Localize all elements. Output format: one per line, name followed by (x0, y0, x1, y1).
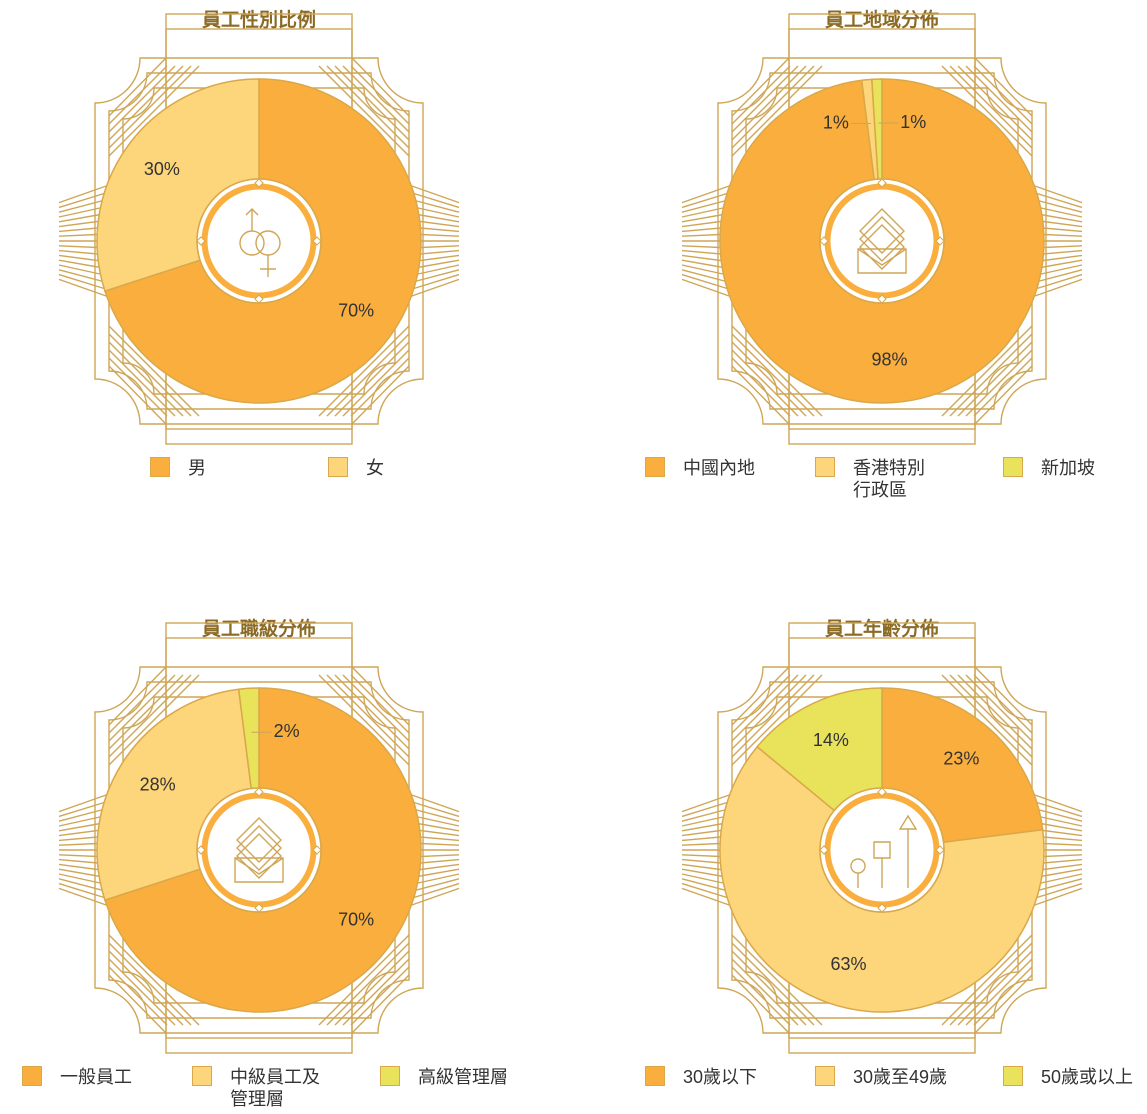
inner-hole (208, 190, 310, 292)
chart-title: 員工職級分佈 (202, 617, 316, 640)
legend-swatch (645, 457, 665, 477)
legend-item: 30歲以下 (645, 1066, 757, 1088)
legend-label: 一般員工 (60, 1066, 132, 1088)
legend-item: 中級員工及管理層 (192, 1066, 324, 1110)
legend-swatch (328, 457, 348, 477)
legend-label: 中國內地 (683, 457, 755, 479)
legend-label: 中級員工及管理層 (230, 1066, 324, 1110)
legend-label: 高級管理層 (418, 1066, 508, 1088)
legend-swatch (1003, 1066, 1023, 1086)
legend-item: 女 (328, 457, 384, 479)
data-label: 70% (338, 909, 374, 929)
legend-item: 香港特別行政區 (815, 457, 929, 501)
legend-swatch (150, 457, 170, 477)
legend-swatch (192, 1066, 212, 1086)
chart-title: 員工年齡分佈 (825, 617, 939, 640)
legend-label: 新加坡 (1041, 457, 1095, 479)
chart-title: 員工地域分佈 (825, 8, 939, 31)
legend-item: 一般員工 (22, 1066, 132, 1088)
legend-swatch (22, 1066, 42, 1086)
data-label: 2% (274, 721, 300, 741)
legend-swatch (380, 1066, 400, 1086)
legend-label: 50歲或以上 (1041, 1066, 1133, 1088)
data-label: 63% (831, 954, 867, 974)
legend-item: 新加坡 (1003, 457, 1095, 479)
legend-item: 中國內地 (645, 457, 755, 479)
data-label: 1% (823, 112, 849, 132)
inner-hole (831, 190, 933, 292)
data-label: 70% (338, 300, 374, 320)
legend-swatch (645, 1066, 665, 1086)
legend-swatch (815, 1066, 835, 1086)
legend-label: 男 (188, 457, 206, 479)
legend-label: 30歲至49歲 (853, 1066, 947, 1088)
legend-label: 女 (366, 457, 384, 479)
legend-label: 香港特別行政區 (853, 457, 929, 501)
legend-item: 男 (150, 457, 206, 479)
inner-hole (208, 799, 310, 901)
data-label: 30% (144, 159, 180, 179)
data-label: 98% (872, 350, 908, 370)
data-label: 14% (813, 730, 849, 750)
legend-item: 30歲至49歲 (815, 1066, 947, 1088)
legend-item: 50歲或以上 (1003, 1066, 1133, 1088)
charts: 員工性別比例 70% 30% 員工地域分佈 98% 1% 1% 員工職級分佈 70% 28% 2% 員… (0, 0, 1147, 1114)
legend-swatch (815, 457, 835, 477)
chart-title: 員工性別比例 (202, 8, 316, 31)
legend-label: 30歲以下 (683, 1066, 757, 1088)
legend-swatch (1003, 457, 1023, 477)
legend-item: 高級管理層 (380, 1066, 508, 1088)
data-label: 28% (140, 774, 176, 794)
data-label: 23% (943, 749, 979, 769)
page: 員工性別比例 70% 30% 員工地域分佈 98% 1% 1% 員工職級分佈 70% 28% 2% 員… (0, 0, 1147, 1114)
data-label: 1% (900, 112, 926, 132)
